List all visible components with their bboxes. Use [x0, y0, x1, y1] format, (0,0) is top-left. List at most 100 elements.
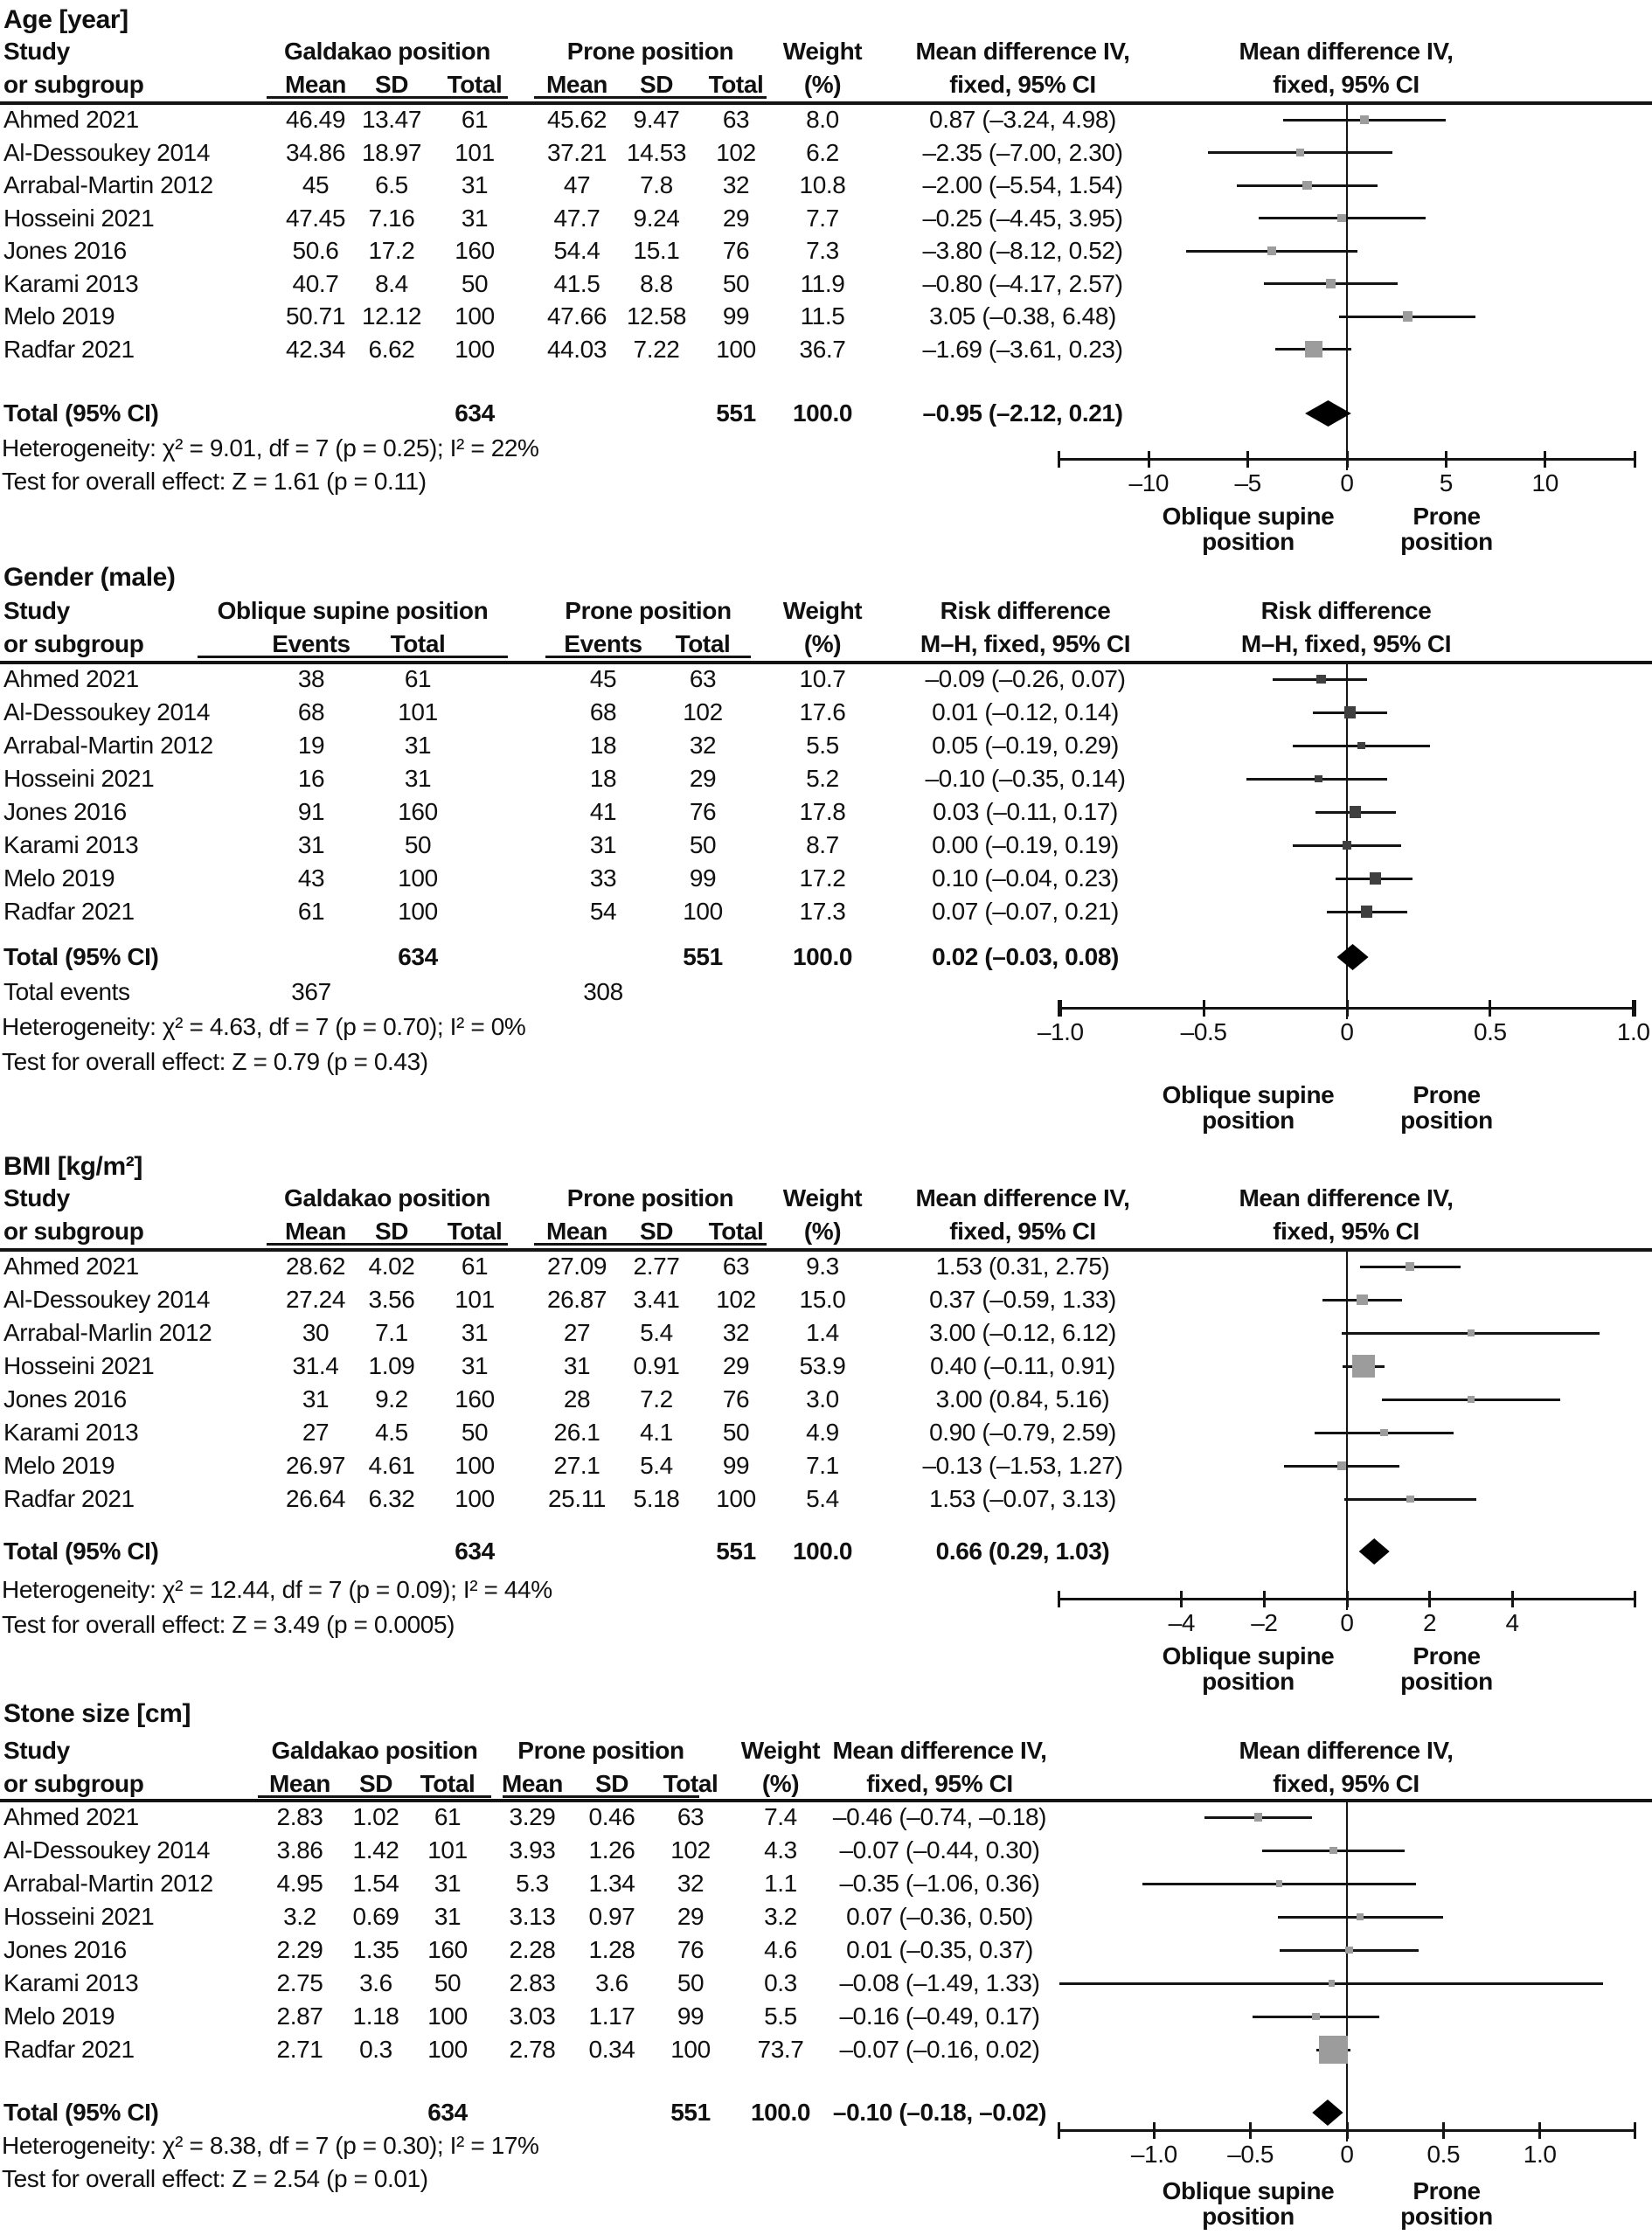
cell-g2-0: 47.66 — [546, 302, 607, 330]
cell-g1-2: 160 — [455, 1385, 495, 1412]
effect-square — [1402, 311, 1413, 322]
total-effect: 0.02 (–0.03, 0.08) — [932, 943, 1119, 970]
study-name: Radfar 2021 — [3, 335, 135, 363]
effect-square — [1406, 1495, 1414, 1503]
cell-effect: –0.35 (–1.06, 0.36) — [839, 1870, 1040, 1897]
group1-header: Galdakao position — [284, 1184, 490, 1211]
cell-g2-1: 7.8 — [640, 171, 673, 198]
cell-g2-1: 1.26 — [588, 1836, 635, 1864]
weight-header-line1: Weight — [782, 1184, 863, 1211]
weight-header-line1: Weight — [740, 1737, 821, 1764]
total-g2: 551 — [716, 399, 756, 427]
study-name: Hosseini 2021 — [3, 1352, 155, 1379]
cell-g2-2: 76 — [722, 237, 750, 264]
cell-g1-2: 100 — [455, 1485, 495, 1512]
cell-effect: –2.00 (–5.54, 1.54) — [922, 171, 1123, 198]
cell-g2-1: 7.2 — [640, 1385, 673, 1412]
col-header-group1-1: SD — [374, 1218, 409, 1245]
cell-g2-2: 76 — [677, 1936, 705, 1963]
axis-endcap-left — [1058, 2122, 1060, 2139]
cell-g1-0: 50.71 — [285, 302, 346, 330]
effect-square — [1328, 1980, 1335, 1987]
group2-underline — [534, 1243, 767, 1246]
study-name: Hosseini 2021 — [3, 1903, 155, 1930]
cell-g2-2: 50 — [677, 1969, 705, 1996]
cell-g1-0: 31.4 — [292, 1352, 339, 1379]
cell-g2-1: 9.24 — [633, 204, 680, 232]
cell-g1-1: 7.16 — [368, 204, 415, 232]
col-header-group2-0: Mean — [502, 1770, 563, 1797]
cell-g2-0: 44.03 — [546, 335, 607, 363]
effect-header-line1: Mean difference IV, — [915, 1184, 1130, 1211]
cell-g2-0: 47 — [563, 171, 591, 198]
cell-g2-0: 2.83 — [509, 1969, 556, 1996]
cell-weight: 0.3 — [764, 1969, 797, 1996]
cell-g2-2: 76 — [722, 1385, 750, 1412]
cell-g1-1: 8.4 — [375, 269, 408, 297]
axis-tick — [1246, 451, 1250, 468]
cell-g2-0: 18 — [589, 765, 617, 792]
cell-g1-1: 9.2 — [375, 1385, 408, 1412]
heterogeneity-note: Heterogeneity: χ² = 4.63, df = 7 (p = 0.… — [2, 1013, 526, 1040]
effect-header-line2: fixed, 95% CI — [866, 1770, 1013, 1797]
cell-g1-2: 101 — [455, 138, 495, 166]
study-name: Ahmed 2021 — [3, 665, 139, 692]
effect-square — [1343, 706, 1356, 718]
study-header-line2: or subgroup — [3, 71, 144, 98]
cell-g1-2: 31 — [461, 1319, 489, 1346]
cell-g2-0: 5.3 — [516, 1870, 549, 1897]
cell-g1-1: 1.02 — [352, 1803, 399, 1830]
cell-g1-1: 7.1 — [375, 1319, 408, 1346]
cell-g2-0: 54.4 — [553, 237, 600, 264]
col-header-group1-1: SD — [358, 1770, 393, 1797]
col-header-group2-2: Total — [663, 1770, 718, 1797]
cell-g1-1: 101 — [398, 698, 438, 725]
cell-g2-1: 63 — [689, 665, 717, 692]
study-name: Karami 2013 — [3, 831, 139, 858]
cell-g2-2: 29 — [677, 1903, 705, 1930]
effect-square — [1337, 213, 1347, 223]
study-name: Melo 2019 — [3, 1452, 115, 1479]
study-name: Jones 2016 — [3, 1385, 127, 1412]
cell-g1-0: 16 — [297, 765, 325, 792]
axis-tick-label: –5 — [1234, 469, 1261, 496]
cell-g2-2: 100 — [716, 1485, 756, 1512]
cell-effect: 0.05 (–0.19, 0.29) — [932, 732, 1119, 759]
cell-g2-2: 50 — [722, 1419, 750, 1446]
total-weight: 100.0 — [792, 399, 853, 427]
axis-tick — [1544, 451, 1547, 468]
cell-g2-0: 3.29 — [509, 1803, 556, 1830]
cell-g2-1: 2.77 — [633, 1253, 680, 1280]
axis-tick — [1152, 2122, 1156, 2139]
cell-g1-1: 6.32 — [368, 1485, 415, 1512]
cell-g1-1: 100 — [398, 864, 438, 892]
axis-tick-label: 2 — [1422, 1609, 1437, 1636]
cell-g1-0: 2.75 — [276, 1969, 323, 1996]
cell-g2-1: 5.4 — [640, 1452, 673, 1479]
cell-g1-0: 47.45 — [285, 204, 346, 232]
cell-effect: 3.00 (0.84, 5.16) — [935, 1385, 1110, 1412]
total-weight: 100.0 — [792, 1537, 853, 1565]
axis-endcap-right — [1634, 1000, 1636, 1017]
group1-header: Galdakao position — [271, 1737, 478, 1764]
total-label: Total (95% CI) — [3, 2099, 159, 2126]
effect-header-line2: fixed, 95% CI — [949, 1218, 1096, 1245]
cell-g1-2: 31 — [461, 204, 489, 232]
cell-effect: –3.80 (–8.12, 0.52) — [922, 237, 1123, 264]
plot-header-line2: M–H, fixed, 95% CI — [1240, 630, 1452, 657]
cell-effect: 0.03 (–0.11, 0.17) — [933, 798, 1118, 825]
direction-label-left-line1: Oblique supine — [1162, 2177, 1335, 2204]
panel-title-gender: Gender (male) — [3, 563, 176, 592]
study-name: Arrabal-Marlin 2012 — [3, 1319, 212, 1346]
cell-g2-0: 26.87 — [546, 1286, 607, 1313]
axis-tick-label: –0.5 — [1227, 2141, 1274, 2168]
direction-label-left-line2: position — [1202, 1668, 1295, 1695]
total-weight: 100.0 — [792, 943, 853, 970]
cell-g2-0: 33 — [589, 864, 617, 892]
cell-g2-1: 29 — [689, 765, 717, 792]
cell-g2-1: 12.58 — [626, 302, 687, 330]
cell-g1-0: 45 — [302, 171, 330, 198]
cell-g1-2: 31 — [461, 1352, 489, 1379]
group1-underline — [267, 1243, 508, 1246]
cell-weight: 17.2 — [799, 864, 846, 892]
